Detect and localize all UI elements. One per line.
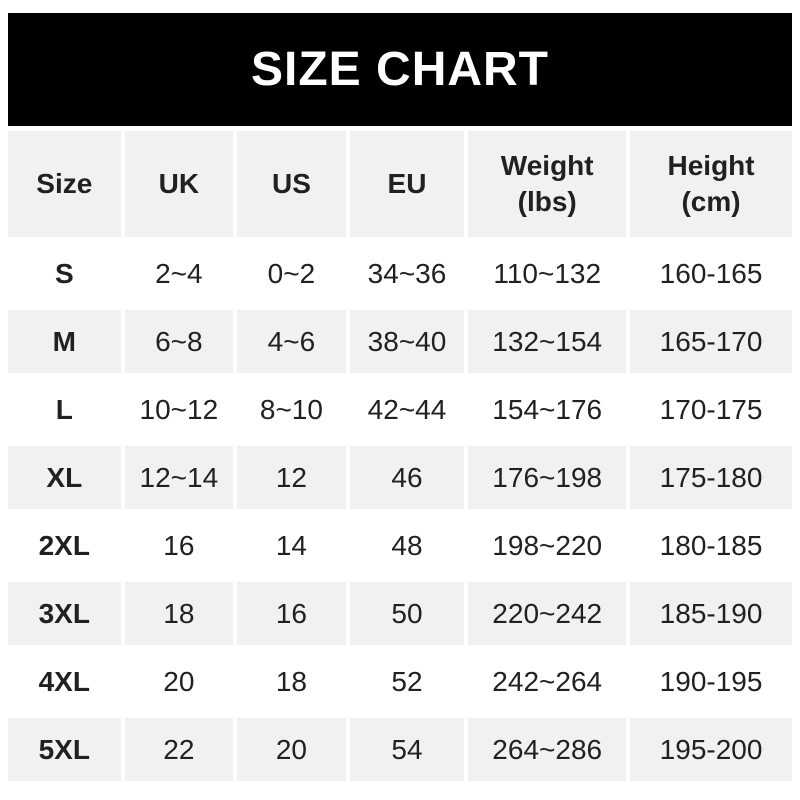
cell-size: 3XL bbox=[8, 582, 121, 645]
cell-height: 180-185 bbox=[630, 514, 792, 577]
cell-uk: 20 bbox=[124, 650, 234, 713]
column-header-us: US bbox=[237, 131, 346, 237]
cell-size: 4XL bbox=[8, 650, 121, 713]
column-header-height: Height (cm) bbox=[630, 131, 792, 237]
column-header-uk: UK bbox=[124, 131, 234, 237]
cell-us: 4~6 bbox=[237, 310, 346, 373]
cell-size: M bbox=[8, 310, 121, 373]
cell-size: 5XL bbox=[8, 718, 121, 781]
cell-size: XL bbox=[8, 446, 121, 509]
cell-eu: 54 bbox=[349, 718, 465, 781]
header-row: Size UK US EU Weight (lbs) Height (cm) bbox=[8, 131, 792, 237]
cell-us: 18 bbox=[237, 650, 346, 713]
cell-us: 16 bbox=[237, 582, 346, 645]
cell-size: S bbox=[8, 242, 121, 305]
cell-weight: 154~176 bbox=[468, 378, 627, 441]
cell-height: 185-190 bbox=[630, 582, 792, 645]
cell-us: 0~2 bbox=[237, 242, 346, 305]
cell-size: L bbox=[8, 378, 121, 441]
cell-eu: 34~36 bbox=[349, 242, 465, 305]
table-row-5xl: 5XL 22 20 54 264~286 195-200 bbox=[8, 718, 792, 781]
cell-weight: 264~286 bbox=[468, 718, 627, 781]
cell-uk: 10~12 bbox=[124, 378, 234, 441]
cell-height: 160-165 bbox=[630, 242, 792, 305]
column-header-weight: Weight (lbs) bbox=[468, 131, 627, 237]
cell-weight: 110~132 bbox=[468, 242, 627, 305]
cell-height: 175-180 bbox=[630, 446, 792, 509]
cell-weight: 242~264 bbox=[468, 650, 627, 713]
cell-weight: 220~242 bbox=[468, 582, 627, 645]
cell-weight: 198~220 bbox=[468, 514, 627, 577]
column-header-eu: EU bbox=[349, 131, 465, 237]
table-row-4xl: 4XL 20 18 52 242~264 190-195 bbox=[8, 650, 792, 713]
table-row-xl: XL 12~14 12 46 176~198 175-180 bbox=[8, 446, 792, 509]
table-row-m: M 6~8 4~6 38~40 132~154 165-170 bbox=[8, 310, 792, 373]
cell-height: 195-200 bbox=[630, 718, 792, 781]
cell-uk: 6~8 bbox=[124, 310, 234, 373]
cell-weight: 132~154 bbox=[468, 310, 627, 373]
cell-height: 190-195 bbox=[630, 650, 792, 713]
table-row-s: S 2~4 0~2 34~36 110~132 160-165 bbox=[8, 242, 792, 305]
table-row-3xl: 3XL 18 16 50 220~242 185-190 bbox=[8, 582, 792, 645]
cell-us: 12 bbox=[237, 446, 346, 509]
cell-us: 14 bbox=[237, 514, 346, 577]
cell-height: 170-175 bbox=[630, 378, 792, 441]
cell-uk: 12~14 bbox=[124, 446, 234, 509]
size-chart-table: Size UK US EU Weight (lbs) Height (cm) S… bbox=[4, 126, 796, 786]
cell-uk: 16 bbox=[124, 514, 234, 577]
cell-eu: 52 bbox=[349, 650, 465, 713]
cell-size: 2XL bbox=[8, 514, 121, 577]
cell-weight: 176~198 bbox=[468, 446, 627, 509]
cell-uk: 2~4 bbox=[124, 242, 234, 305]
size-chart-banner: SIZE CHART bbox=[8, 13, 792, 126]
size-chart-title: SIZE CHART bbox=[251, 43, 549, 96]
cell-eu: 42~44 bbox=[349, 378, 465, 441]
cell-eu: 38~40 bbox=[349, 310, 465, 373]
cell-eu: 48 bbox=[349, 514, 465, 577]
cell-us: 8~10 bbox=[237, 378, 346, 441]
cell-eu: 46 bbox=[349, 446, 465, 509]
cell-us: 20 bbox=[237, 718, 346, 781]
cell-uk: 22 bbox=[124, 718, 234, 781]
cell-uk: 18 bbox=[124, 582, 234, 645]
table-row-l: L 10~12 8~10 42~44 154~176 170-175 bbox=[8, 378, 792, 441]
cell-eu: 50 bbox=[349, 582, 465, 645]
cell-height: 165-170 bbox=[630, 310, 792, 373]
column-header-size: Size bbox=[8, 131, 121, 237]
table-row-2xl: 2XL 16 14 48 198~220 180-185 bbox=[8, 514, 792, 577]
